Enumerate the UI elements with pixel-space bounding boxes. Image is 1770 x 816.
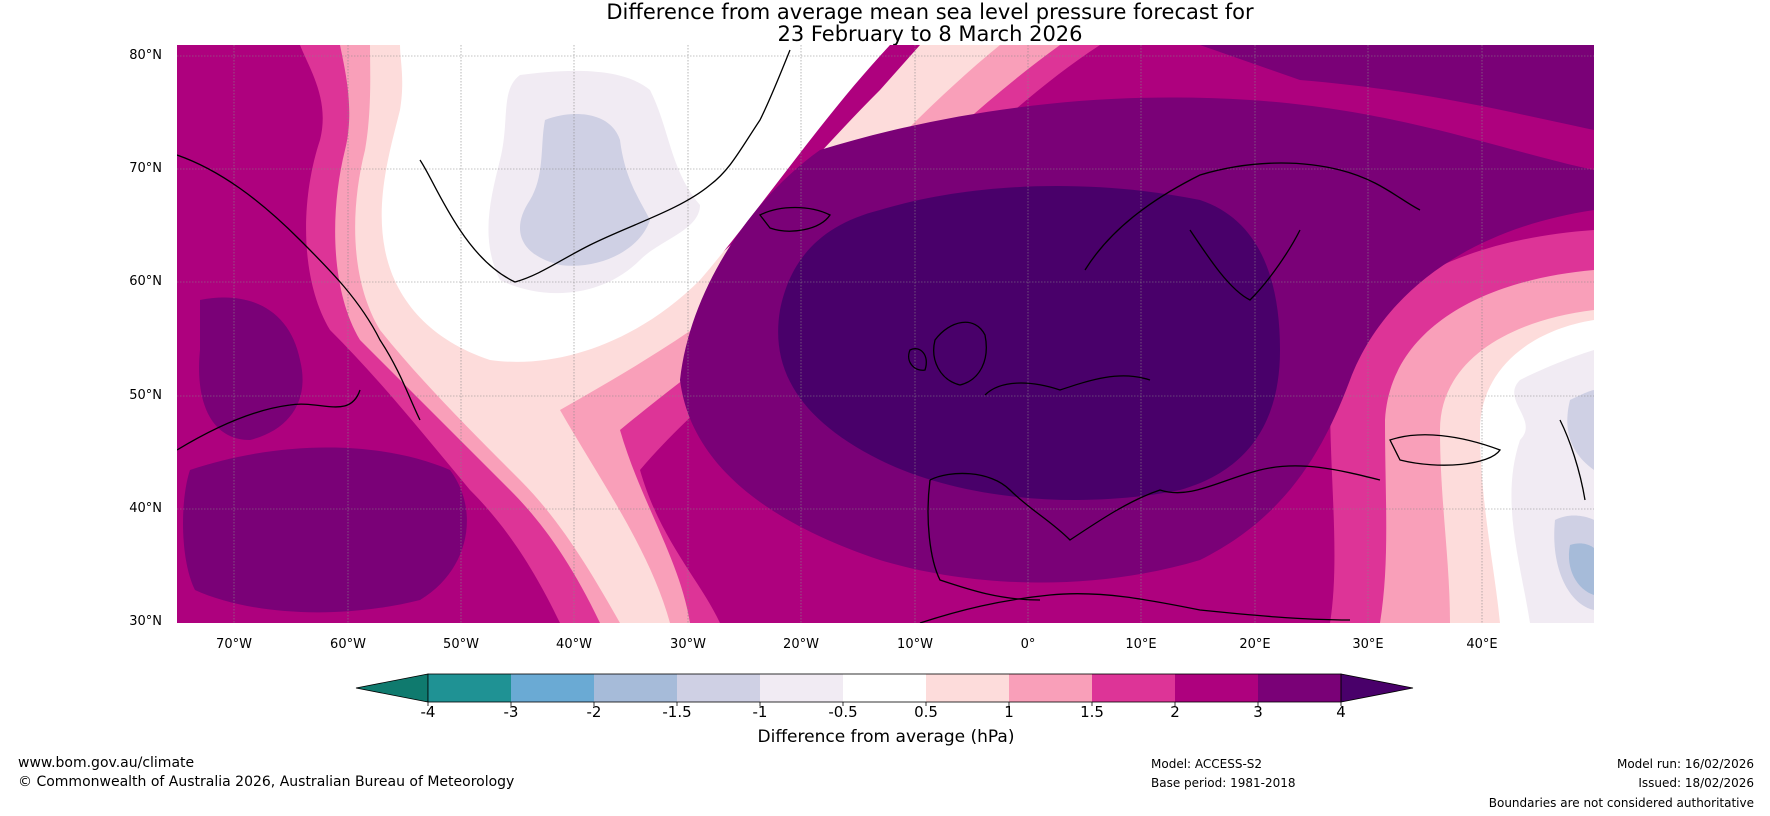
lat-label-40n: 40°N — [129, 501, 162, 516]
lon-label-0: 0° — [1020, 637, 1036, 652]
cb-tick: -2 — [586, 703, 602, 721]
colorbar — [355, 673, 1414, 706]
footer-issued: Issued: 18/02/2026 — [1638, 776, 1754, 790]
colorbar-segment — [677, 674, 760, 702]
footer-url[interactable]: www.bom.gov.au/climate — [18, 755, 195, 771]
lon-label-30e: 30°E — [1352, 637, 1384, 652]
colorbar-segment — [1092, 674, 1175, 702]
footer-model-run: Model run: 16/02/2026 — [1616, 757, 1754, 771]
lat-label-80n: 80°N — [129, 48, 162, 63]
cb-tick: 3 — [1253, 703, 1263, 721]
lon-label-40w: 40°W — [556, 637, 592, 652]
colorbar-segment — [926, 674, 1009, 702]
colorbar-label: Difference from average (hPa) — [757, 727, 1015, 747]
cb-tick: 0.5 — [914, 703, 938, 721]
footer-model: Model: ACCESS-S2 — [1151, 757, 1263, 771]
colorbar-outline — [427, 673, 1342, 703]
colorbar-segment — [428, 674, 511, 702]
cb-tick: 2 — [1170, 703, 1180, 721]
cb-tick: 1.5 — [1080, 703, 1104, 721]
colorbar-segment — [511, 674, 594, 702]
colorbar-segment — [1258, 674, 1341, 702]
cb-tick: 4 — [1336, 703, 1346, 721]
cb-tick: -1 — [752, 703, 768, 721]
colorbar-segment — [1009, 674, 1092, 702]
lon-label-30w: 30°W — [670, 637, 706, 652]
lon-label-10e: 10°E — [1125, 637, 1157, 652]
lon-label-20e: 20°E — [1239, 637, 1271, 652]
lon-label-10w: 10°W — [897, 637, 933, 652]
map-title-line2: 23 February to 8 March 2026 — [777, 22, 1083, 46]
coastlines — [177, 49, 1586, 623]
cb-tick: -4 — [420, 703, 436, 721]
colorbar-under-arrow — [355, 673, 429, 703]
lat-label-50n: 50°N — [129, 388, 162, 403]
colorbar-over-arrow — [1340, 673, 1414, 703]
lon-label-40e: 40°E — [1466, 637, 1498, 652]
lon-label-50w: 50°W — [443, 637, 479, 652]
lat-label-30n: 30°N — [129, 614, 162, 629]
lon-label-70w: 70°W — [216, 637, 252, 652]
footer-copyright: © Commonwealth of Australia 2026, Austra… — [18, 774, 515, 790]
footer-disclaimer: Boundaries are not considered authoritat… — [1488, 796, 1754, 810]
footer-base-period: Base period: 1981-2018 — [1151, 776, 1296, 790]
lon-label-60w: 60°W — [330, 637, 366, 652]
colorbar-segment — [1175, 674, 1258, 702]
graticule — [177, 45, 1594, 623]
colorbar-segment — [594, 674, 677, 702]
cb-tick: 1 — [1004, 703, 1014, 721]
cb-tick: -3 — [503, 703, 519, 721]
lat-label-70n: 70°N — [129, 161, 162, 176]
map-title-line1: Difference from average mean sea level p… — [606, 0, 1254, 24]
anomaly-core-over-4 — [778, 186, 1280, 501]
pressure-anomaly-field — [177, 45, 1594, 623]
anomaly-band-minus1.5-minus1 — [520, 114, 650, 266]
cb-tick: -1.5 — [662, 703, 692, 721]
lon-label-20w: 20°W — [783, 637, 819, 652]
cb-tick: -0.5 — [828, 703, 858, 721]
lat-label-60n: 60°N — [129, 274, 162, 289]
colorbar-segment — [843, 674, 926, 702]
colorbar-segment — [760, 674, 843, 702]
